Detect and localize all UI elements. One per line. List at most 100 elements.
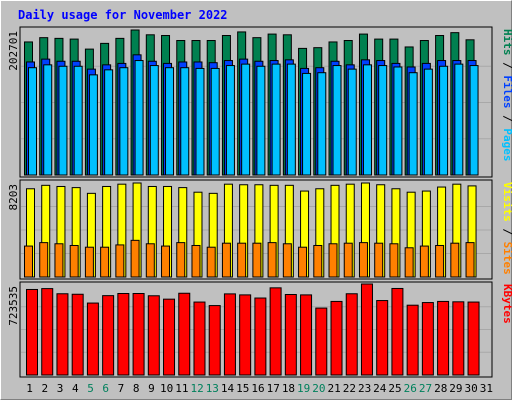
- x-tick-label: 28: [434, 382, 447, 395]
- bar-sites-day-2: [39, 242, 49, 278]
- y-max-label: 723535: [7, 286, 20, 326]
- legend: KBytes: [501, 284, 512, 324]
- bar-pages-day-14: [225, 65, 235, 176]
- x-tick-label: 29: [449, 382, 462, 395]
- bar-sites-day-3: [54, 243, 64, 278]
- bar-kbytes-day-1: [26, 288, 38, 376]
- x-tick-label: 15: [236, 382, 249, 395]
- series-visits: [26, 182, 477, 278]
- bar-sites-day-13: [206, 246, 216, 278]
- bar-sites-day-11: [176, 242, 186, 278]
- legend-separator: /: [501, 109, 512, 129]
- x-tick-label: 2: [42, 382, 49, 395]
- bar-pages-day-13: [210, 67, 220, 176]
- bar-kbytes-day-8: [132, 293, 145, 376]
- bar-kbytes-day-11: [178, 292, 191, 376]
- bar-sites-day-19: [298, 246, 308, 278]
- bar-sites-day-9: [145, 243, 155, 278]
- bar-pages-day-27: [423, 68, 433, 176]
- bar-kbytes-day-13: [208, 305, 221, 376]
- bar-pages-day-3: [58, 65, 68, 176]
- x-tick-label: 21: [328, 382, 341, 395]
- bar-pages-day-30: [469, 65, 479, 176]
- bar-kbytes-day-17: [269, 287, 282, 376]
- bar-kbytes-day-19: [300, 294, 313, 376]
- bar-sites-day-25: [389, 243, 399, 278]
- bar-sites-day-27: [419, 245, 429, 278]
- bar-sites-day-5: [84, 246, 94, 278]
- bar-sites-day-21: [328, 243, 338, 278]
- x-tick-label: 1: [26, 382, 33, 395]
- legend-sites: Sites: [501, 242, 512, 275]
- legend-files: Files: [501, 75, 512, 108]
- bar-pages-day-2: [43, 64, 53, 176]
- bar-kbytes-day-20: [315, 307, 328, 376]
- bar-pages-day-25: [393, 66, 403, 176]
- bar-kbytes-day-28: [437, 300, 450, 376]
- bar-kbytes-day-4: [71, 293, 84, 376]
- bar-pages-day-17: [271, 63, 281, 176]
- x-tick-label: 3: [57, 382, 64, 395]
- x-tick-label: 9: [148, 382, 155, 395]
- x-tick-label: 10: [160, 382, 173, 395]
- x-tick-label: 27: [419, 382, 432, 395]
- bar-pages-day-18: [286, 63, 296, 176]
- bar-pages-day-20: [317, 72, 327, 176]
- bar-sites-day-15: [237, 242, 247, 278]
- x-tick-label: 5: [87, 382, 94, 395]
- x-tick-label: 13: [206, 382, 219, 395]
- legend-hits: Hits: [501, 29, 512, 56]
- bar-kbytes-day-16: [254, 297, 267, 376]
- bar-sites-day-26: [404, 247, 414, 278]
- legend-separator: /: [501, 222, 512, 242]
- bar-kbytes-day-6: [102, 295, 115, 376]
- bar-kbytes-day-22: [345, 293, 358, 376]
- bar-sites-day-7: [115, 244, 125, 278]
- y-max-label: 8203: [7, 184, 20, 211]
- chart-panels: 202701 Hits / Files / Pages 8203 Visits / S…: [7, 26, 512, 378]
- x-tick-label: 8: [133, 382, 140, 395]
- x-tick-label: 22: [343, 382, 356, 395]
- bar-sites-day-14: [221, 242, 231, 278]
- bar-pages-day-15: [241, 63, 251, 176]
- bar-kbytes-day-18: [284, 294, 297, 376]
- x-tick-label: 14: [221, 382, 235, 395]
- bar-sites-day-23: [358, 242, 368, 278]
- bar-kbytes-day-12: [193, 301, 206, 376]
- bar-kbytes-day-14: [223, 293, 236, 376]
- x-tick-label: 20: [312, 382, 325, 395]
- bar-pages-day-19: [302, 72, 312, 176]
- legend-pages: Pages: [501, 128, 512, 161]
- x-tick-label: 23: [358, 382, 371, 395]
- bar-pages-day-28: [439, 65, 449, 176]
- bar-kbytes-day-29: [452, 301, 465, 376]
- x-tick-label: 17: [267, 382, 280, 395]
- x-tick-label: 26: [404, 382, 417, 395]
- bar-sites-day-1: [24, 245, 33, 278]
- bar-sites-day-16: [252, 242, 262, 278]
- bar-pages-day-26: [408, 72, 418, 176]
- x-tick-label: 12: [190, 382, 203, 395]
- bar-sites-day-20: [313, 244, 323, 278]
- bar-sites-day-29: [450, 242, 460, 278]
- x-axis: 1 2 3 4 5 6 7 8 9 10 11 12 13 14 15 16 17 18 19 20 21 22 23 24 2…: [26, 382, 493, 395]
- panel-kbytes: 723535 KBytes: [7, 281, 512, 378]
- legend: Visits / Sites: [501, 182, 512, 275]
- panel-visits_sites: 8203 Visits / Sites: [7, 179, 512, 280]
- bar-pages-day-4: [73, 65, 83, 176]
- bar-sites-day-6: [100, 246, 110, 278]
- bar-kbytes-day-25: [391, 287, 404, 376]
- x-tick-label: 11: [175, 382, 188, 395]
- series-kbytes: [26, 283, 480, 376]
- x-tick-label: 18: [282, 382, 295, 395]
- bar-kbytes-day-3: [56, 293, 69, 376]
- series-pages: [28, 60, 479, 176]
- bar-kbytes-day-15: [239, 294, 252, 376]
- x-tick-label: 25: [388, 382, 401, 395]
- panel-hits_files_pages: 202701 Hits / Files / Pages: [7, 26, 512, 178]
- x-tick-label: 6: [102, 382, 109, 395]
- bar-sites-day-18: [282, 243, 292, 278]
- legend-visits: Visits: [501, 182, 512, 222]
- bar-kbytes-day-10: [163, 298, 176, 376]
